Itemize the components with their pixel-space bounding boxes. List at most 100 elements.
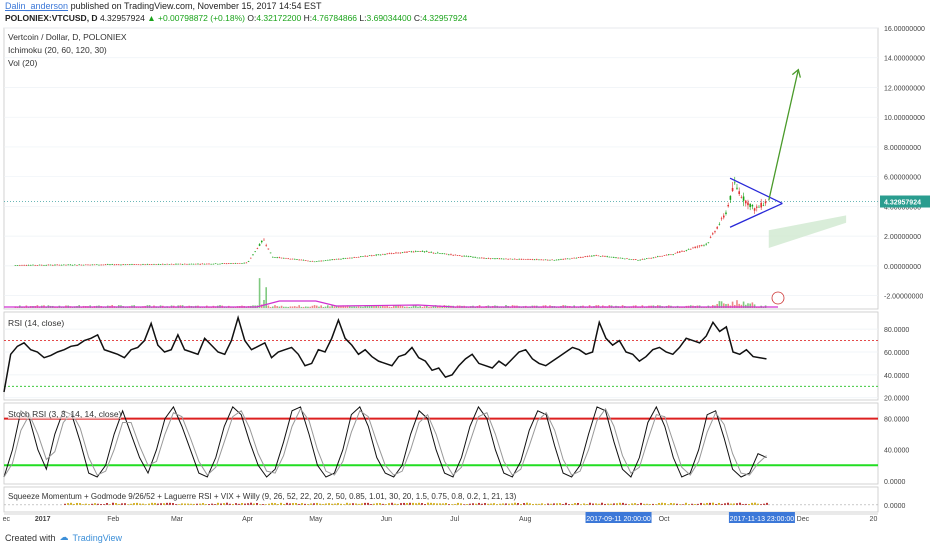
- rsi-label[interactable]: RSI (14, close): [8, 318, 65, 328]
- candle-body: [705, 243, 707, 245]
- price-tick-label: 0.00000000: [884, 264, 921, 271]
- candle-body: [685, 250, 688, 251]
- volume-bar: [362, 306, 364, 308]
- candle-body: [751, 204, 754, 207]
- candle-body: [100, 264, 102, 266]
- candle-body: [626, 258, 628, 260]
- candle-body: [98, 264, 100, 266]
- squeeze-bar: [391, 502, 393, 505]
- squeeze-bar: [310, 503, 312, 505]
- candle-body: [375, 254, 377, 256]
- squeeze-bar: [601, 502, 603, 505]
- candle-body: [720, 218, 723, 220]
- candle-body: [630, 259, 633, 260]
- squeeze-bar: [196, 503, 198, 505]
- tradingview-brand[interactable]: TradingView: [72, 532, 123, 543]
- volume-bar: [364, 305, 366, 308]
- candle-body: [487, 258, 490, 259]
- squeeze-bar: [172, 503, 174, 505]
- squeeze-bar: [679, 504, 681, 505]
- volume-bar: [377, 305, 380, 308]
- squeeze-bar: [235, 503, 237, 505]
- candle-body: [623, 258, 626, 260]
- squeeze-bar: [214, 504, 216, 505]
- stoch-rsi-label[interactable]: Stoch RSI (3, 3, 14, 14, close): [8, 409, 122, 419]
- candle-body: [186, 264, 188, 265]
- candle-body: [115, 264, 118, 266]
- ichimoku-legend[interactable]: Ichimoku (20, 60, 120, 30): [8, 45, 107, 55]
- squeeze-bar: [253, 503, 255, 505]
- candle-body: [166, 263, 168, 265]
- candle-body: [496, 258, 498, 260]
- candle-body: [456, 255, 459, 256]
- candle-body: [302, 259, 305, 261]
- author-link[interactable]: Dalin_anderson: [5, 1, 69, 11]
- price-change: ▲ +0.00798872 (+0.18%): [147, 13, 245, 23]
- candle-body: [208, 263, 210, 265]
- squeeze-bar: [148, 503, 150, 505]
- volume-bar: [368, 305, 371, 308]
- candle-body: [740, 197, 743, 198]
- candle-body: [408, 251, 410, 252]
- squeeze-bar: [541, 503, 543, 505]
- candle-body: [300, 259, 303, 261]
- volume-bar: [751, 302, 754, 308]
- squeeze-bar: [589, 502, 591, 505]
- squeeze-bar: [583, 503, 585, 505]
- squeeze-bar: [394, 503, 396, 505]
- candle-body: [553, 260, 556, 261]
- volume-bar: [727, 303, 729, 308]
- candle-body: [692, 247, 694, 249]
- candle-body: [744, 200, 747, 204]
- squeeze-bar: [550, 503, 552, 505]
- squeeze-bar: [517, 503, 519, 505]
- candle-body: [683, 251, 685, 252]
- volume-bar: [720, 301, 723, 308]
- candle-body: [291, 258, 294, 260]
- candle-body: [249, 257, 252, 259]
- volume-bar: [441, 306, 443, 308]
- candle-body: [687, 248, 690, 250]
- squeeze-bar: [136, 502, 138, 505]
- candle-body: [443, 253, 446, 255]
- candle-body: [568, 258, 571, 260]
- target-arrow-head: [791, 68, 801, 78]
- high-value: 4.76784866: [312, 13, 358, 23]
- candle-body: [80, 264, 83, 266]
- squeeze-bar: [616, 503, 618, 505]
- volume-bar: [320, 305, 322, 308]
- price-tick-label: -2.00000000: [884, 294, 923, 301]
- candle-body: [318, 260, 320, 262]
- volume-bar: [392, 305, 395, 308]
- candle-body: [137, 264, 140, 266]
- squeeze-bar: [670, 503, 672, 505]
- tradingview-cloud-icon: ☁: [59, 532, 69, 542]
- squeeze-bar: [202, 503, 204, 505]
- symbol-name: POLONIEX:VTCUSD, D: [5, 13, 98, 23]
- candle-body: [709, 237, 712, 238]
- volume-bar: [333, 306, 336, 308]
- squeeze-bar: [79, 503, 81, 505]
- squeeze-bar: [472, 503, 474, 505]
- volume-legend[interactable]: Vol (20): [8, 58, 38, 68]
- squeeze-bar: [295, 502, 297, 505]
- candle-body: [483, 257, 485, 259]
- volume-bar: [359, 306, 362, 308]
- squeeze-bar: [163, 503, 165, 505]
- candle-body: [535, 259, 538, 260]
- squeeze-bar: [574, 503, 576, 505]
- squeeze-label[interactable]: Squeeze Momentum + Godmode 9/26/52 + Lag…: [8, 492, 517, 501]
- volume-bar: [271, 306, 274, 308]
- squeeze-bar: [166, 502, 168, 505]
- candle-body: [56, 264, 58, 266]
- squeeze-bar: [373, 503, 375, 505]
- candle-body: [700, 245, 703, 246]
- symbol-info: POLONIEX:VTCUSD, D 4.32957924 ▲ +0.00798…: [5, 13, 467, 23]
- candle-body: [522, 258, 525, 260]
- candle-body: [65, 264, 67, 266]
- squeeze-bar: [412, 502, 414, 505]
- squeeze-bar: [475, 503, 477, 505]
- squeeze-bar: [67, 503, 69, 505]
- candle-body: [399, 252, 402, 254]
